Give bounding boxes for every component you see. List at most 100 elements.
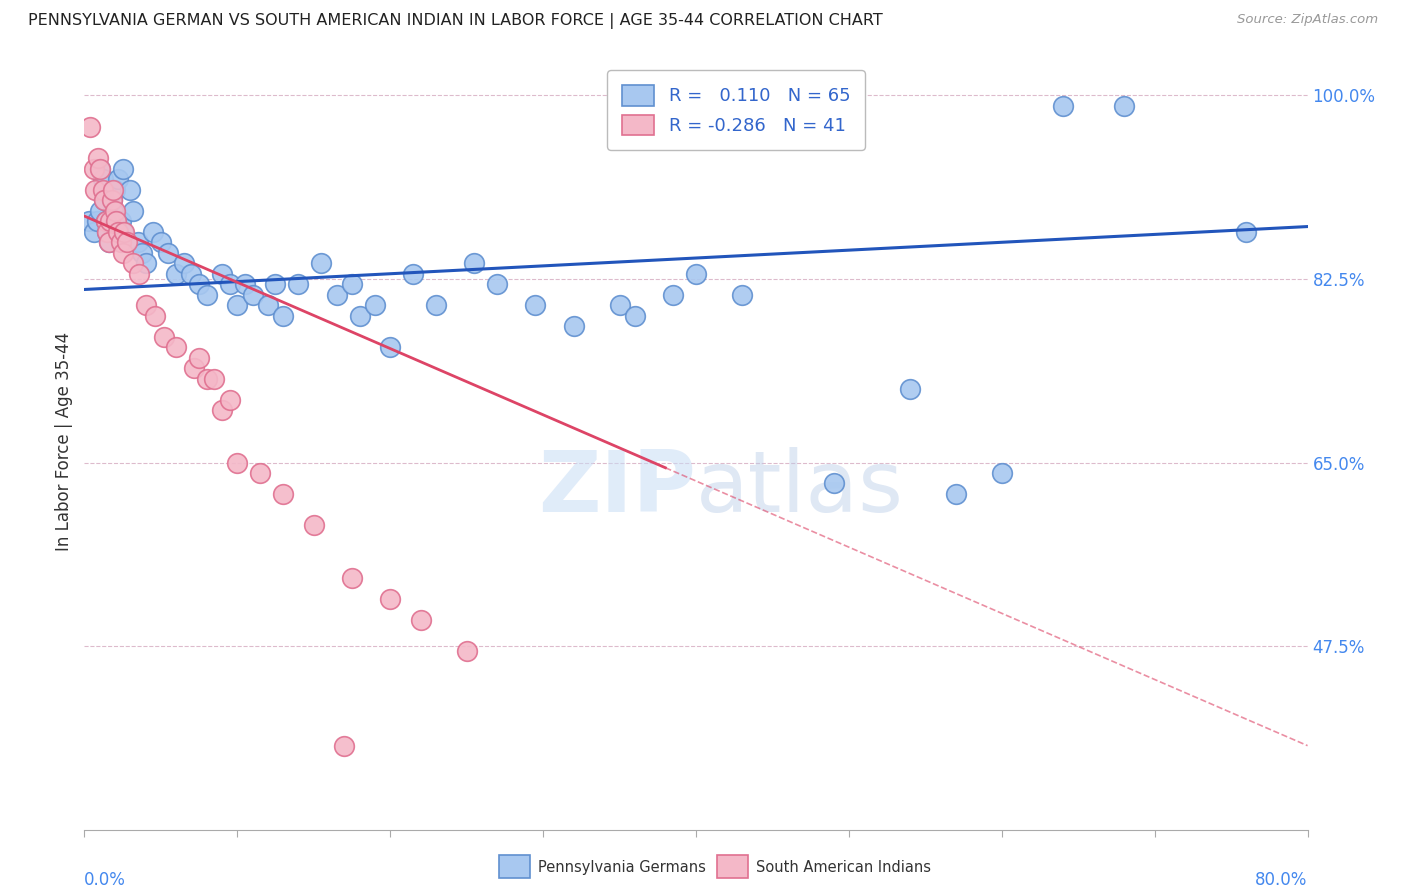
Point: [945, 487, 967, 501]
Point: [101, 194, 124, 208]
Point: [83, 225, 105, 239]
Point: [101, 194, 124, 208]
Point: [524, 298, 547, 312]
Point: [1236, 225, 1258, 239]
Point: [211, 267, 233, 281]
Legend: R =   0.110   N = 65, R = -0.286   N = 41: R = 0.110 N = 65, R = -0.286 N = 41: [607, 70, 865, 150]
Point: [153, 329, 176, 343]
Point: [624, 309, 647, 323]
Point: [662, 287, 685, 301]
Point: [135, 256, 157, 270]
Point: [98, 214, 121, 228]
Point: [131, 245, 153, 260]
Point: [364, 298, 387, 312]
Point: [122, 256, 145, 270]
Point: [165, 340, 187, 354]
Point: [104, 214, 127, 228]
Point: [731, 287, 754, 301]
Text: Source: ZipAtlas.com: Source: ZipAtlas.com: [1237, 13, 1378, 27]
Text: 0.0%: 0.0%: [84, 871, 127, 889]
Text: 80.0%: 80.0%: [1256, 871, 1308, 889]
Point: [226, 456, 249, 470]
Point: [218, 392, 240, 407]
Point: [340, 277, 363, 292]
Point: [456, 644, 478, 658]
Point: [349, 309, 371, 323]
Point: [94, 214, 117, 228]
Text: atlas: atlas: [696, 447, 904, 530]
Point: [104, 203, 127, 218]
Point: [127, 235, 149, 250]
Point: [89, 161, 111, 176]
Point: [110, 235, 132, 250]
Text: ZIP: ZIP: [538, 447, 696, 530]
Point: [271, 309, 294, 323]
Point: [142, 225, 165, 239]
Point: [96, 225, 118, 239]
Point: [87, 152, 110, 166]
Point: [107, 172, 129, 186]
Point: [91, 183, 114, 197]
Point: [96, 225, 118, 239]
Point: [302, 518, 325, 533]
Point: [402, 267, 425, 281]
Text: Pennsylvania Germans: Pennsylvania Germans: [538, 860, 706, 874]
Point: [103, 183, 125, 197]
Point: [93, 194, 115, 208]
Point: [264, 277, 287, 292]
Point: [89, 161, 111, 176]
Point: [242, 287, 264, 301]
Point: [195, 287, 218, 301]
Point: [115, 235, 138, 250]
Point: [991, 466, 1014, 480]
Point: [311, 256, 333, 270]
Point: [143, 309, 166, 323]
Point: [111, 225, 134, 239]
Point: [98, 214, 121, 228]
Point: [110, 214, 132, 228]
Point: [823, 476, 845, 491]
Text: South American Indians: South American Indians: [756, 860, 931, 874]
Point: [135, 298, 157, 312]
Point: [77, 214, 100, 228]
Point: [233, 277, 256, 292]
Point: [107, 225, 129, 239]
Point: [609, 298, 631, 312]
Point: [93, 194, 115, 208]
Point: [91, 172, 114, 186]
Y-axis label: In Labor Force | Age 35-44: In Labor Force | Age 35-44: [55, 332, 73, 551]
Point: [1052, 99, 1074, 113]
Point: [333, 739, 356, 753]
Point: [97, 235, 120, 250]
Point: [409, 613, 432, 627]
Point: [83, 161, 105, 176]
Point: [97, 235, 120, 250]
Point: [86, 214, 108, 228]
Point: [122, 203, 145, 218]
Point: [685, 267, 707, 281]
Point: [202, 371, 225, 385]
Point: [271, 487, 294, 501]
Point: [112, 225, 135, 239]
Point: [195, 371, 218, 385]
Point: [157, 245, 180, 260]
Point: [1114, 99, 1136, 113]
FancyBboxPatch shape: [499, 855, 530, 878]
Point: [103, 203, 125, 218]
Point: [340, 571, 363, 585]
Point: [104, 183, 127, 197]
Point: [898, 382, 921, 396]
Point: [79, 120, 101, 134]
Point: [287, 277, 309, 292]
Point: [105, 214, 128, 228]
Point: [173, 256, 195, 270]
Point: [257, 298, 280, 312]
Point: [180, 267, 202, 281]
Point: [226, 298, 249, 312]
Point: [183, 361, 205, 376]
Point: [188, 351, 211, 365]
Point: [425, 298, 447, 312]
Text: PENNSYLVANIA GERMAN VS SOUTH AMERICAN INDIAN IN LABOR FORCE | AGE 35-44 CORRELAT: PENNSYLVANIA GERMAN VS SOUTH AMERICAN IN…: [28, 13, 883, 29]
Point: [218, 277, 240, 292]
Point: [120, 183, 142, 197]
